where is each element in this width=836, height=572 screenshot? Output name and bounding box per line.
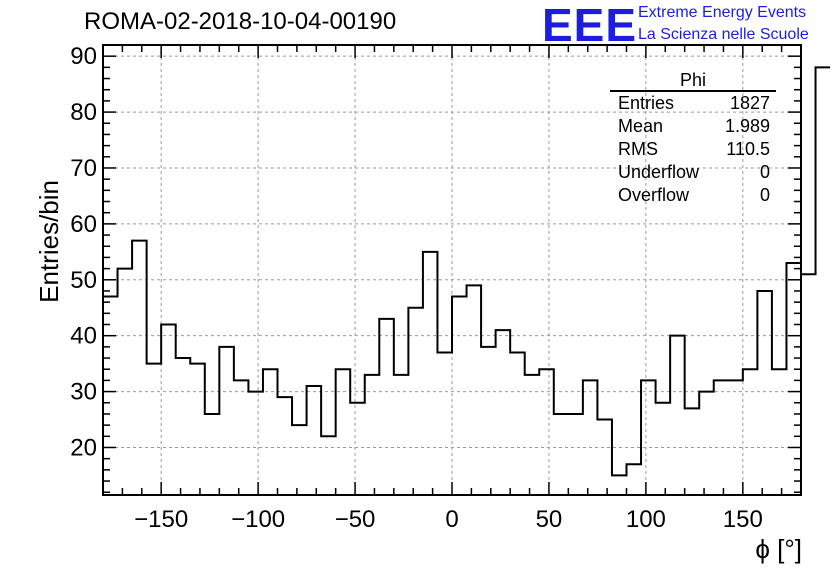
y-axis-label: Entries/bin — [34, 180, 64, 303]
x-tick-label: 150 — [723, 506, 763, 533]
stats-row-underflow: Underflow 0 — [610, 161, 776, 184]
stats-box: Phi Entries 1827 Mean 1.989 RMS 110.5 Un… — [610, 70, 776, 207]
y-tick-label: 40 — [70, 323, 97, 350]
stats-value: 110.5 — [726, 139, 770, 159]
stats-label: Mean — [618, 116, 664, 136]
y-tick-label: 70 — [70, 155, 97, 182]
stats-value: 0 — [759, 162, 770, 182]
logo-line-2: La Scienza nelle Scuole — [638, 26, 809, 43]
stats-label: Underflow — [618, 162, 700, 182]
stats-row-entries: Entries 1827 — [610, 92, 776, 115]
x-tick-label: 0 — [445, 506, 458, 533]
stats-row-rms: RMS 110.5 — [610, 138, 776, 161]
chart-title: ROMA-02-2018-10-04-00190 — [84, 8, 397, 35]
stats-label: RMS — [618, 139, 658, 159]
y-axis-label-wrap: Entries/bin — [6, 180, 64, 303]
x-tick-label: −50 — [335, 506, 376, 533]
stats-label: Entries — [618, 93, 675, 113]
histogram-series — [103, 66, 831, 477]
stats-value: 0 — [759, 185, 770, 205]
y-tick-label: 30 — [70, 379, 97, 406]
eee-logo-mark: EEE — [542, 0, 638, 51]
y-tick-label: 60 — [70, 211, 97, 238]
x-tick-label: −100 — [231, 506, 285, 533]
y-tick-label: 50 — [70, 267, 97, 294]
x-axis-label: ϕ [°] — [755, 534, 802, 564]
stats-title: Phi — [610, 70, 776, 92]
logo-line-1: Extreme Energy Events — [638, 4, 807, 21]
x-tick-label: −150 — [134, 506, 188, 533]
stats-row-overflow: Overflow 0 — [610, 184, 776, 207]
stats-label: Overflow — [618, 185, 690, 205]
x-tick-label: 50 — [536, 506, 563, 533]
stats-row-mean: Mean 1.989 — [610, 115, 776, 138]
x-tick-label: 100 — [626, 506, 666, 533]
stats-value: 1827 — [729, 93, 770, 113]
tick-labels: −150 −100 −50 0 50 100 150 20 30 40 50 60 70 80 90 — [70, 43, 763, 533]
stats-value: 1.989 — [724, 116, 770, 136]
y-tick-label: 90 — [70, 43, 97, 70]
y-tick-label: 20 — [70, 434, 97, 461]
histogram-line — [103, 66, 831, 477]
y-tick-label: 80 — [70, 99, 97, 126]
axis-ticks — [102, 44, 802, 495]
